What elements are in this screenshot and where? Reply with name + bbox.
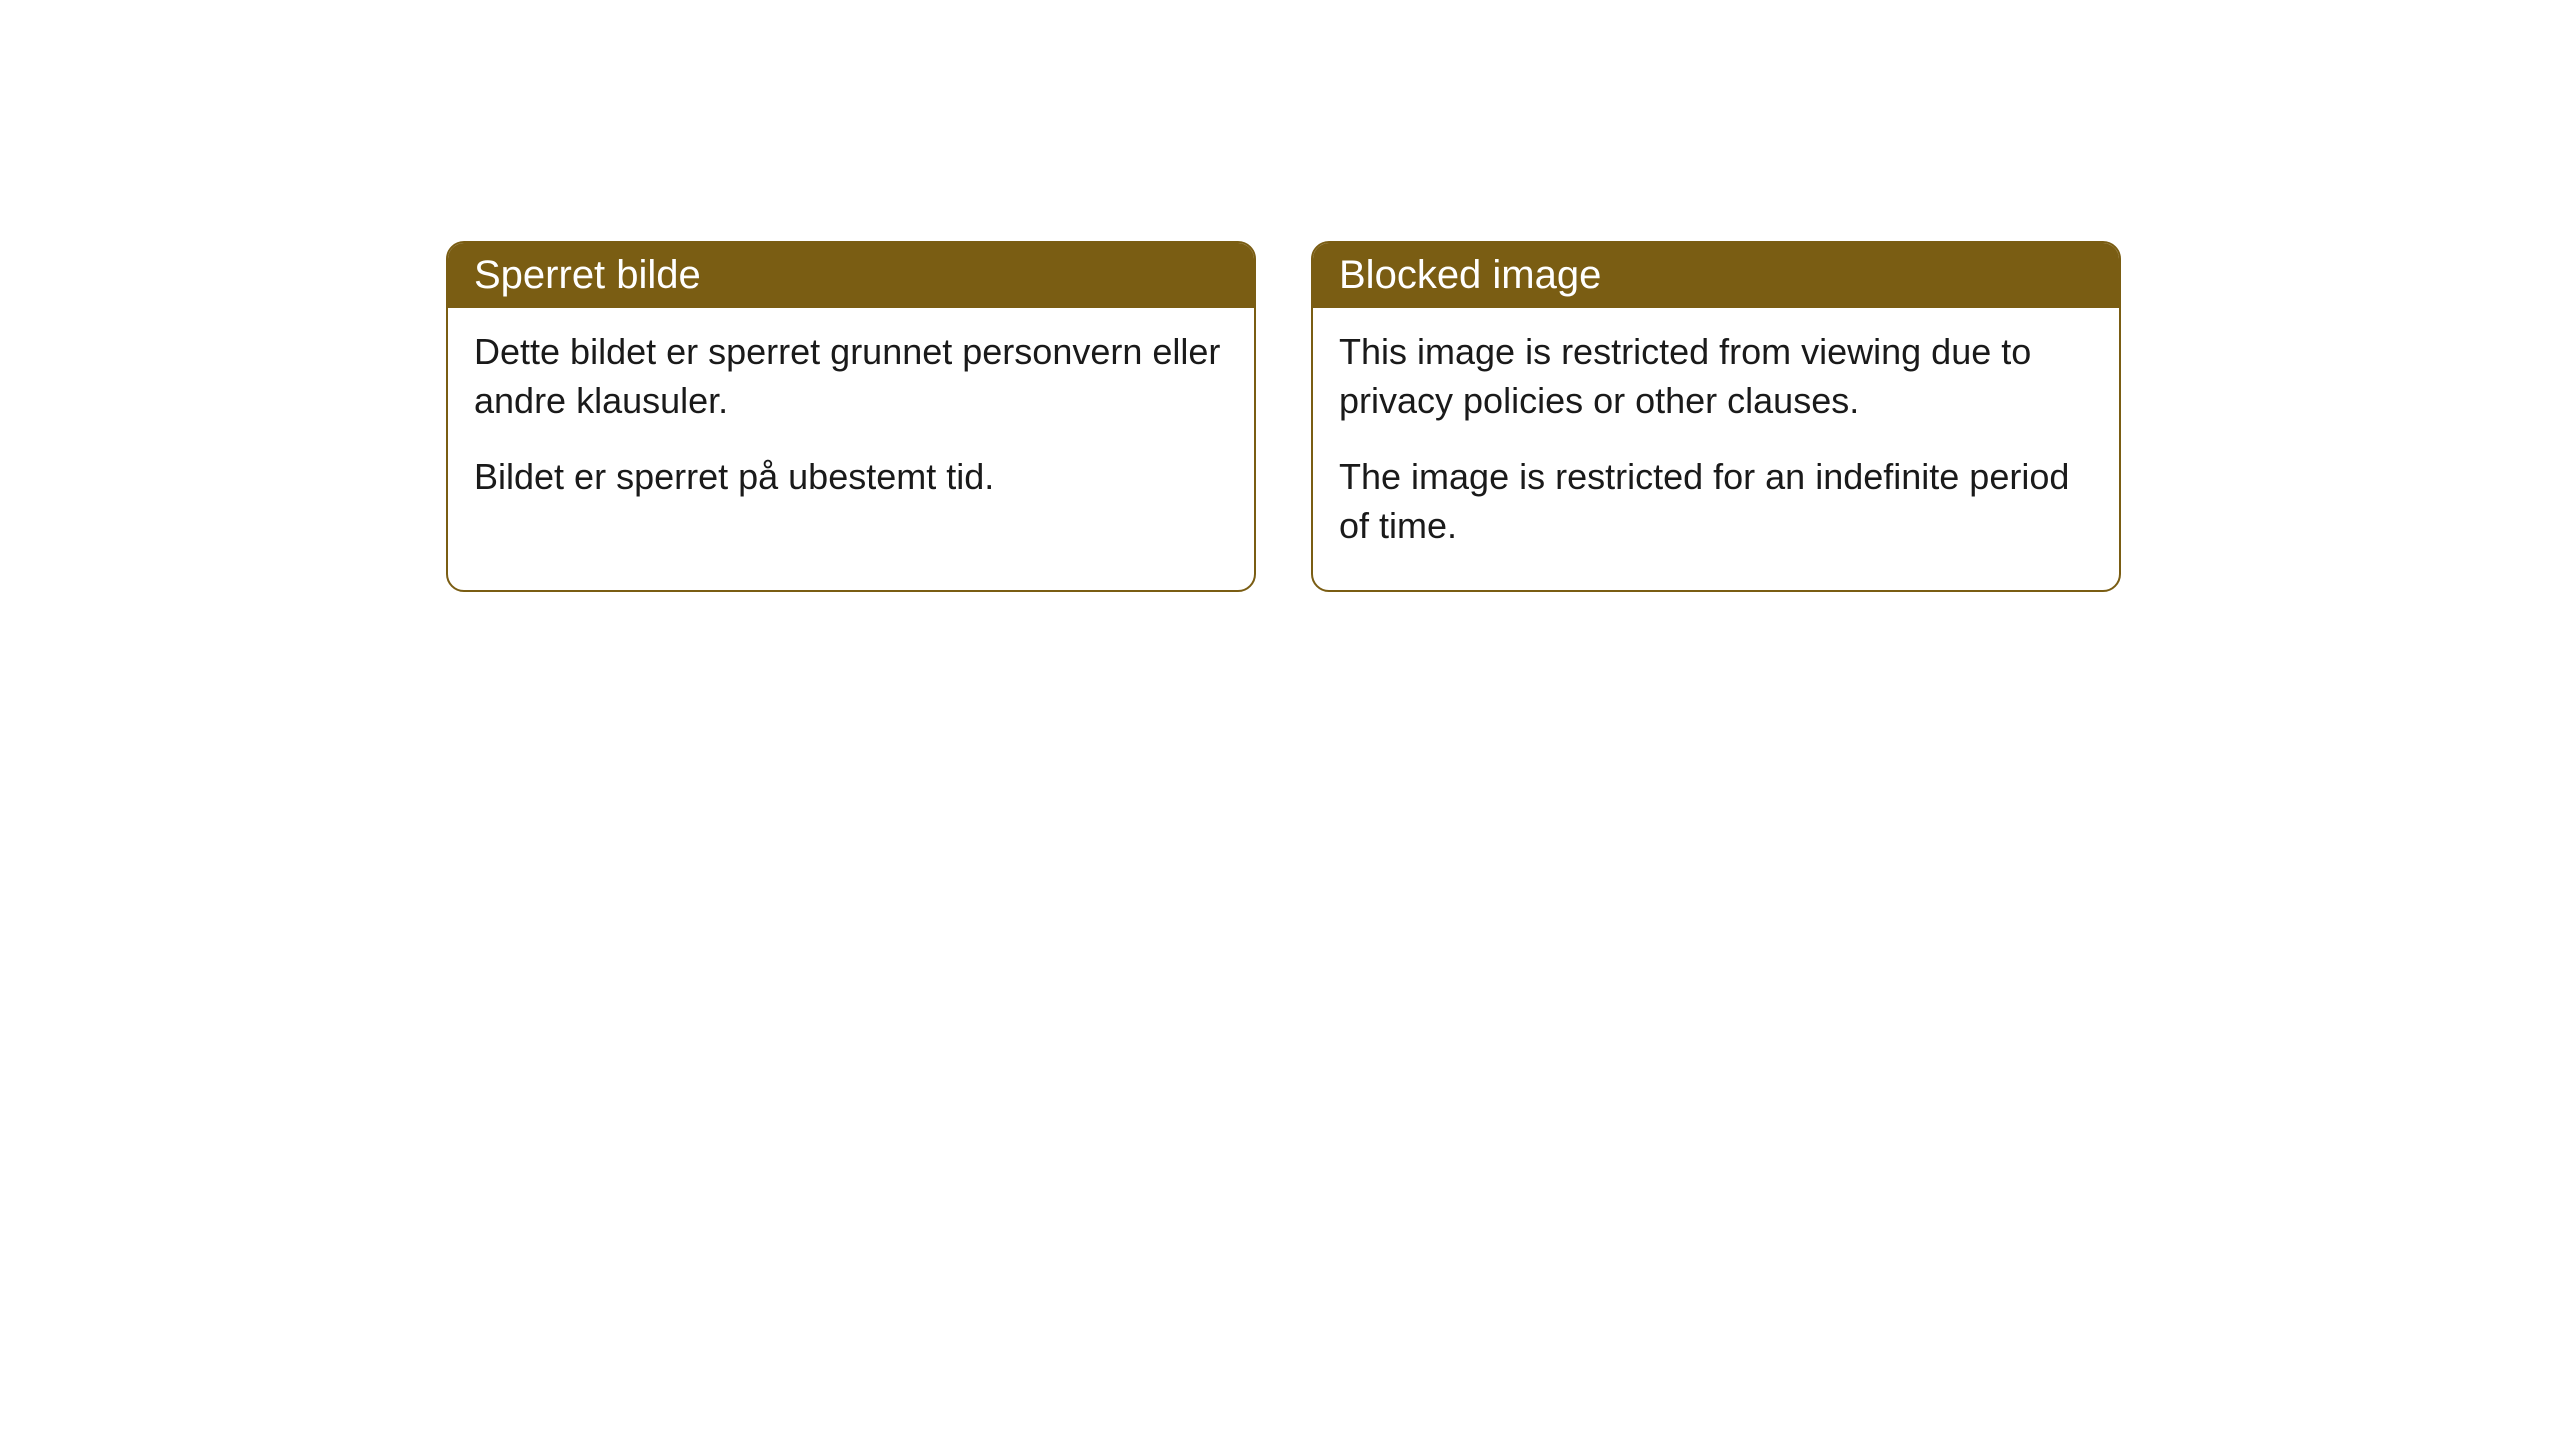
card-header: Sperret bilde	[448, 243, 1254, 308]
card-english: Blocked image This image is restricted f…	[1311, 241, 2121, 592]
card-header: Blocked image	[1313, 243, 2119, 308]
card-paragraph: Dette bildet er sperret grunnet personve…	[474, 328, 1228, 425]
card-paragraph: Bildet er sperret på ubestemt tid.	[474, 453, 1228, 502]
card-title: Blocked image	[1339, 253, 1601, 297]
card-norwegian: Sperret bilde Dette bildet er sperret gr…	[446, 241, 1256, 592]
card-body: Dette bildet er sperret grunnet personve…	[448, 308, 1254, 542]
card-title: Sperret bilde	[474, 253, 701, 297]
cards-container: Sperret bilde Dette bildet er sperret gr…	[446, 241, 2121, 592]
card-paragraph: The image is restricted for an indefinit…	[1339, 453, 2093, 550]
card-paragraph: This image is restricted from viewing du…	[1339, 328, 2093, 425]
card-body: This image is restricted from viewing du…	[1313, 308, 2119, 590]
